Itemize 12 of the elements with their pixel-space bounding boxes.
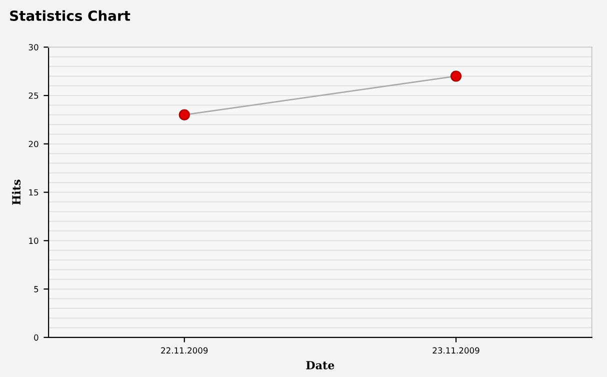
y-tick-label: 5 [34,286,38,292]
y-tick-label: 25 [28,92,38,99]
y-tick-label: 0 [34,334,38,341]
x-tick-label: 22.11.2009 [161,347,208,354]
y-tick-label: 10 [29,238,38,244]
y-axis-title: Hits [12,180,21,205]
x-axis-title: Date [306,361,334,370]
y-tick-label: 30 [28,44,38,50]
y-tick-label: 20 [28,140,38,148]
y-tick-label: 15 [29,189,38,196]
x-tick-label: 23.11.2009 [432,347,480,354]
chart-title: Statistics Chart [10,10,130,21]
